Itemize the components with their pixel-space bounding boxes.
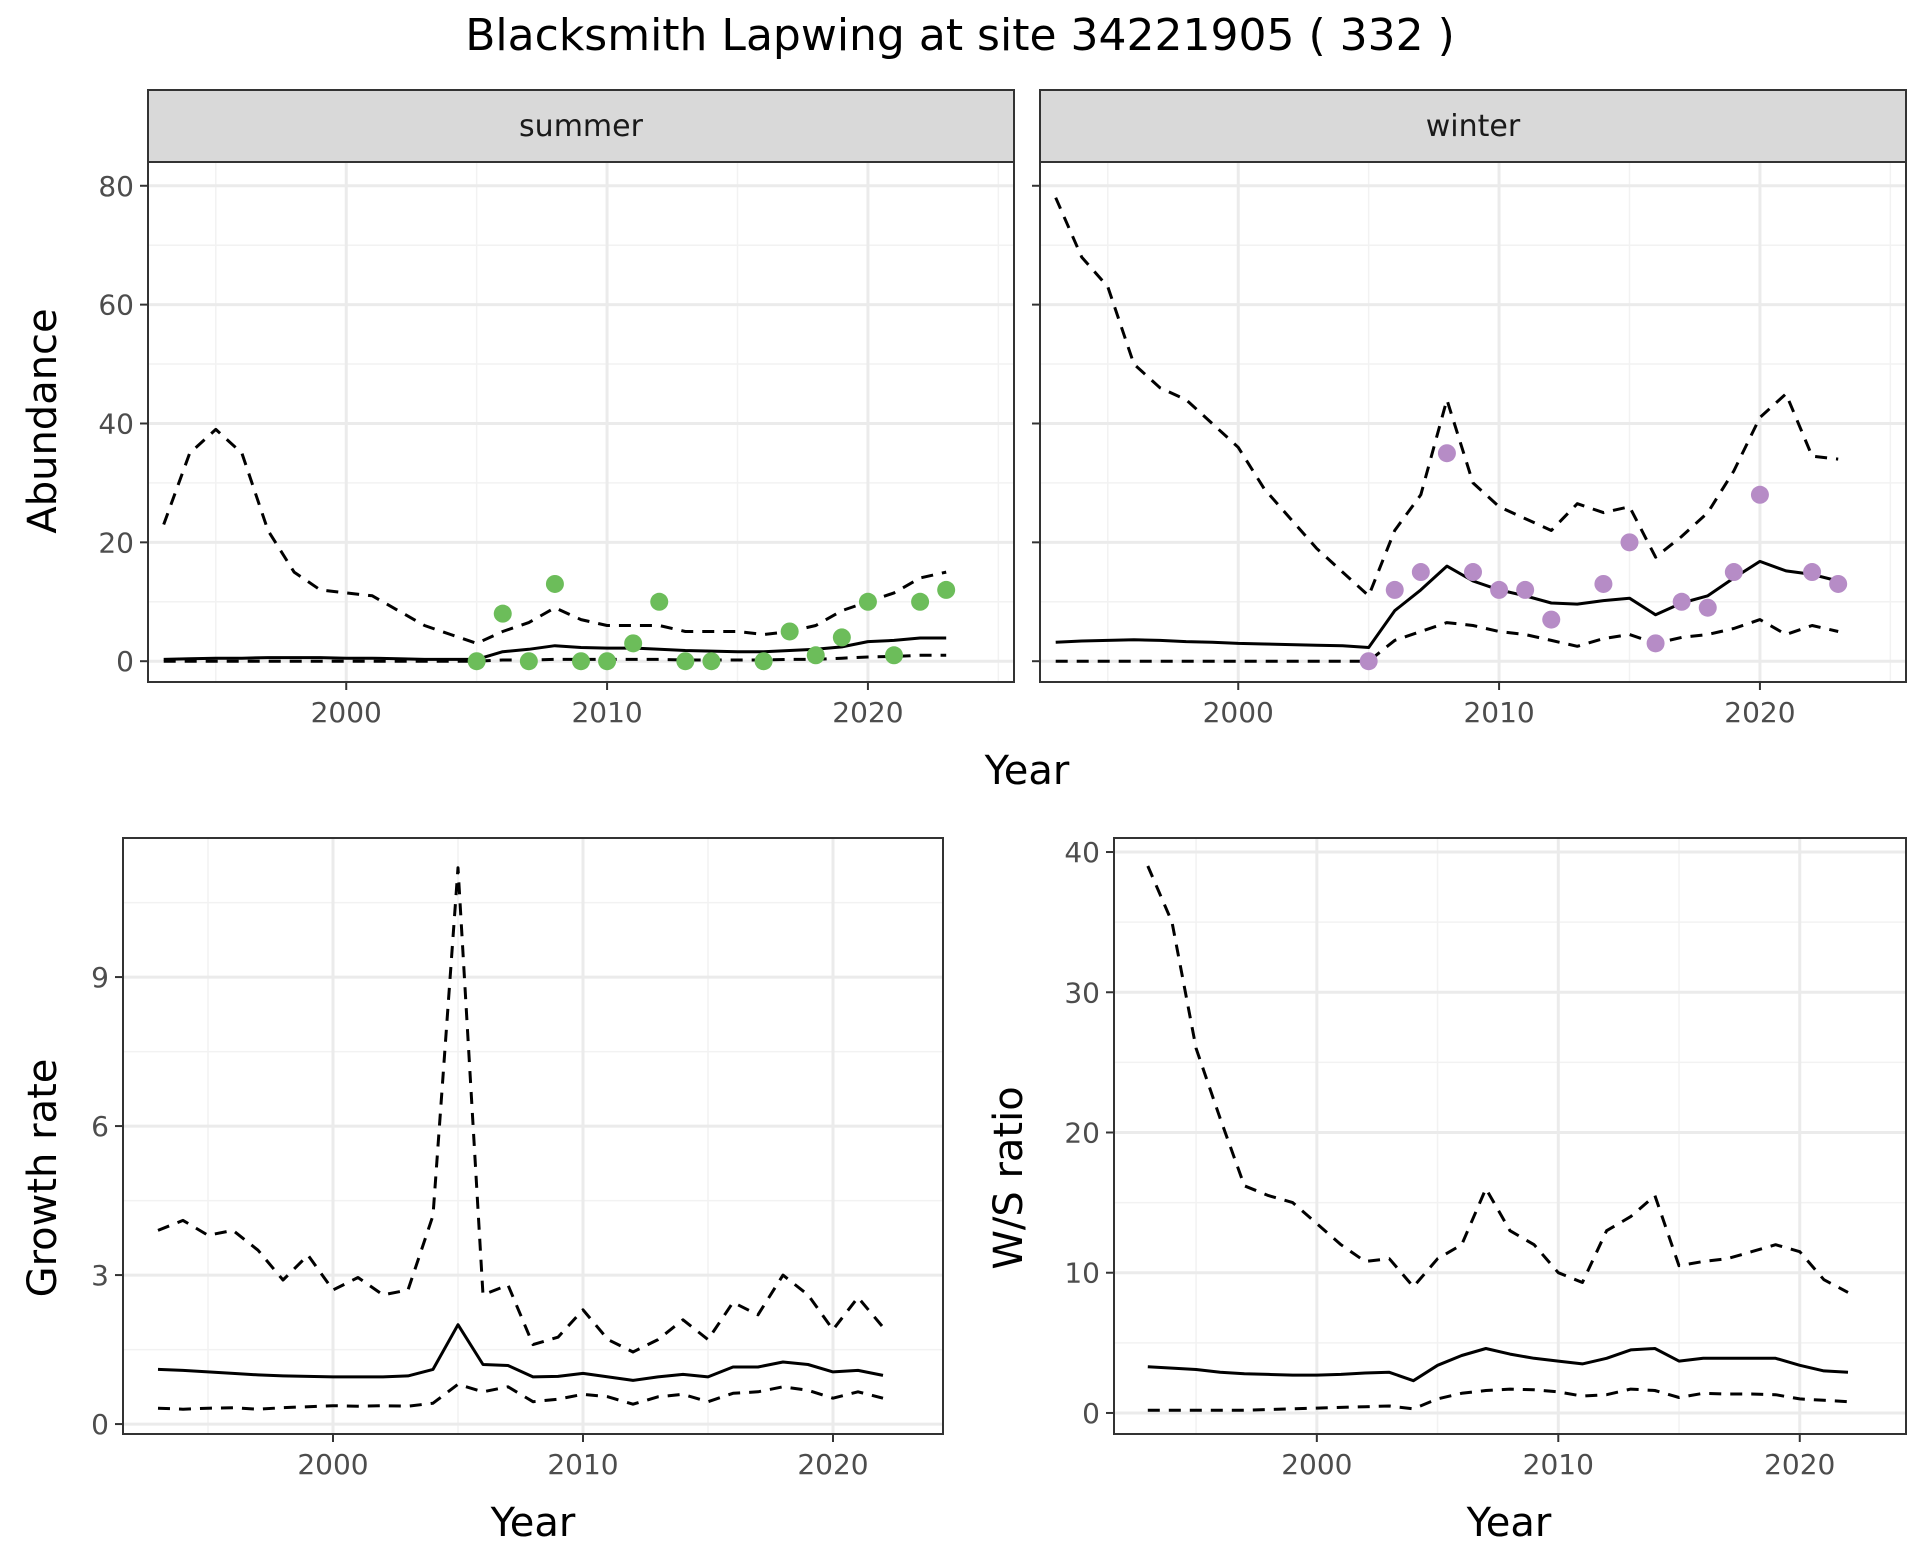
winter-observed-point	[1829, 574, 1848, 593]
summer-observed-point	[858, 592, 877, 611]
strip-winter	[1039, 89, 1907, 163]
winter-observed-point	[1594, 574, 1613, 593]
winter-observed-point	[1724, 563, 1743, 582]
summer-observed-point	[519, 652, 538, 671]
ws-x-tick-label: 2010	[1523, 1448, 1594, 1481]
growth-panel-border	[122, 837, 944, 1435]
growth-plot-bg	[123, 838, 943, 1434]
summer-observed-point	[624, 634, 643, 653]
summer-observed-point	[467, 652, 486, 671]
growth-x-tick-label: 2000	[297, 1448, 368, 1481]
growth-y-tick-label: 0	[91, 1408, 109, 1441]
summer-y-tick-label: 40	[98, 407, 134, 440]
summer-bound-line-1	[162, 427, 947, 645]
ws-plot-bg	[1114, 838, 1906, 1434]
summer-observed-point	[911, 592, 930, 611]
winter-observed-point	[1411, 563, 1430, 582]
winter-observed-point	[1646, 634, 1665, 653]
summer-x-tick-label: 2010	[571, 696, 642, 729]
abundance-summer-panel: 2000 2010 2020 0 20 40 60 80	[98, 161, 1015, 729]
summer-observed-point	[937, 580, 956, 599]
winter-observed-point	[1750, 485, 1769, 504]
ws-y-tick-label: 0	[1082, 1397, 1100, 1430]
summer-observed-point	[598, 652, 617, 671]
winter-observed-point	[1698, 598, 1717, 617]
top-x-axis-title: Year	[984, 748, 1070, 794]
winter-observed-point	[1516, 580, 1535, 599]
summer-observed-point	[572, 652, 590, 671]
ws-y-tick-label: 20	[1064, 1116, 1100, 1149]
winter-observed-point	[1490, 580, 1509, 599]
strip-summer	[147, 89, 1015, 163]
ws-x-axis-title: Year	[1466, 1500, 1552, 1546]
chart-title: Blacksmith Lapwing at site 34221905 ( 33…	[465, 10, 1454, 61]
strip-label-winter: winter	[1426, 109, 1521, 144]
summer-observed-point	[702, 652, 721, 671]
winter-observed-point	[1672, 592, 1691, 611]
summer-observed-point	[832, 628, 851, 647]
summer-observed-point	[545, 574, 564, 593]
summer-observed-point	[780, 622, 799, 641]
summer-x-tick-label: 2000	[311, 696, 382, 729]
winter-observed-point	[1542, 610, 1561, 629]
winter-observed-point	[1437, 444, 1456, 463]
summer-y-tick-label: 20	[98, 526, 134, 559]
growth-y-axis-title: Growth rate	[20, 1059, 66, 1298]
winter-mean-line	[1055, 559, 1839, 649]
ws-y-tick-label: 30	[1064, 976, 1100, 1009]
growth-mean-line	[157, 1323, 884, 1382]
summer-observed-point	[754, 652, 773, 671]
growth-x-axis-title: Year	[490, 1500, 576, 1546]
ws-bound-line-1	[1146, 865, 1849, 1294]
summer-y-tick-label: 60	[98, 289, 134, 322]
summer-y-tick-label: 80	[98, 170, 134, 203]
abundance-winter-panel: 2000 2010 2020	[1032, 161, 1907, 729]
winter-observed-point	[1385, 580, 1404, 599]
ws-x-tick-label: 2020	[1764, 1448, 1835, 1481]
ws-y-axis-title: W/S ratio	[986, 1086, 1032, 1269]
winter-x-tick-label: 2000	[1203, 696, 1274, 729]
summer-observed-point	[676, 652, 695, 671]
ws-ratio-panel: 2000 2010 2020 0 10 20 30 40	[1064, 836, 1907, 1481]
winter-panel-border	[1039, 161, 1907, 683]
growth-y-tick-label: 3	[91, 1259, 109, 1292]
winter-observed-point	[1803, 563, 1822, 582]
summer-observed-point	[885, 646, 904, 665]
winter-x-tick-label: 2010	[1463, 696, 1534, 729]
ws-mean-line	[1147, 1347, 1849, 1383]
summer-x-tick-label: 2020	[832, 696, 903, 729]
ws-y-tick-label: 10	[1064, 1257, 1100, 1290]
winter-x-tick-label: 2020	[1724, 696, 1795, 729]
ws-bound-line-2	[1147, 1387, 1849, 1412]
summer-panel-border	[147, 161, 1015, 683]
summer-observed-point	[493, 604, 512, 623]
winter-bound-line-2	[1055, 618, 1839, 663]
ws-x-tick-label: 2000	[1281, 1448, 1352, 1481]
growth-bound-line-1	[157, 866, 885, 1354]
growth-x-tick-label: 2010	[547, 1448, 618, 1481]
winter-observed-point	[1620, 533, 1639, 552]
growth-x-tick-label: 2020	[797, 1448, 868, 1481]
summer-y-tick-label: 0	[116, 645, 134, 678]
growth-rate-panel: 2000 2010 2020 0 3 6 9	[91, 837, 944, 1481]
growth-y-tick-label: 9	[91, 961, 109, 994]
growth-y-tick-label: 6	[91, 1110, 109, 1143]
summer-observed-point	[650, 592, 669, 611]
winter-observed-point	[1359, 652, 1378, 671]
winter-observed-point	[1464, 563, 1482, 582]
strip-label-summer: summer	[519, 109, 644, 144]
ws-panel-border	[1113, 837, 1907, 1435]
ws-y-tick-label: 40	[1064, 836, 1100, 869]
summer-observed-point	[806, 646, 825, 665]
abundance-y-axis-title: Abundance	[20, 308, 66, 533]
